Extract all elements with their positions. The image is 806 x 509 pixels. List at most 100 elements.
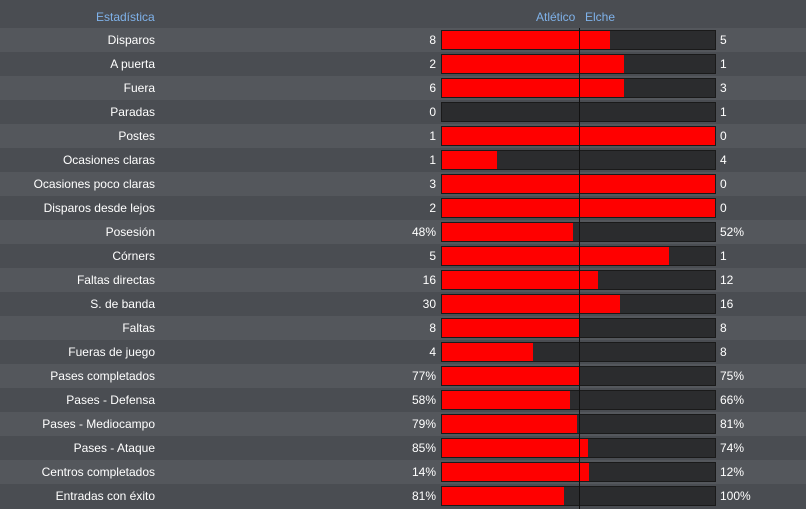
- team2-value: 1: [720, 105, 727, 119]
- stat-row: Pases - Ataque 85% 74%: [0, 436, 806, 460]
- team1-value: 5: [429, 249, 436, 263]
- stat-label: Pases completados: [50, 369, 155, 383]
- stat-label: Centros completados: [41, 465, 155, 479]
- team2-value: 1: [720, 57, 727, 71]
- comparison-bar: [441, 390, 716, 410]
- stat-label: Entradas con éxito: [55, 489, 155, 503]
- team2-value: 0: [720, 177, 727, 191]
- stat-row: Fuera 6 3: [0, 76, 806, 100]
- stat-label: Fueras de juego: [68, 345, 155, 359]
- team1-value: 3: [429, 177, 436, 191]
- team1-value: 1: [429, 129, 436, 143]
- comparison-bar: [441, 150, 716, 170]
- stat-row: Disparos desde lejos 2 0: [0, 196, 806, 220]
- team2-value: 0: [720, 201, 727, 215]
- stat-row: Postes 1 0: [0, 124, 806, 148]
- stat-label: Pases - Mediocampo: [42, 417, 155, 431]
- stat-row: Centros completados 14% 12%: [0, 460, 806, 484]
- comparison-bar: [441, 318, 716, 338]
- team2-value: 16: [720, 297, 734, 311]
- team1-value: 4: [429, 345, 436, 359]
- stat-row: Faltas 8 8: [0, 316, 806, 340]
- stat-label: Postes: [118, 129, 155, 143]
- stat-row: Ocasiones claras 1 4: [0, 148, 806, 172]
- stat-label: A puerta: [110, 57, 155, 71]
- comparison-bar: [441, 30, 716, 50]
- team1-bar-fill: [442, 271, 598, 289]
- stat-label: Pases - Ataque: [73, 441, 155, 455]
- stat-label: Ocasiones claras: [62, 153, 155, 167]
- team1-bar-fill: [442, 391, 570, 409]
- team1-bar-fill: [442, 415, 577, 433]
- team1-value: 16: [422, 273, 436, 287]
- team2-value: 4: [720, 153, 727, 167]
- team1-bar-fill: [442, 199, 715, 217]
- team2-value: 74%: [720, 441, 745, 455]
- team1-bar-fill: [442, 31, 610, 49]
- stat-row: A puerta 2 1: [0, 52, 806, 76]
- stat-row: Pases - Defensa 58% 66%: [0, 388, 806, 412]
- stat-label: Faltas directas: [76, 273, 155, 287]
- comparison-bar: [441, 414, 716, 434]
- stats-header: Estadística Atlético Elche: [0, 4, 806, 28]
- team1-name[interactable]: Atlético: [536, 10, 576, 24]
- team1-bar-fill: [442, 175, 715, 193]
- team2-value: 100%: [720, 489, 751, 503]
- team1-value: 2: [429, 201, 436, 215]
- team2-value: 12: [720, 273, 734, 287]
- stat-row: Paradas 0 1: [0, 100, 806, 124]
- stat-label: Ocasiones poco claras: [33, 177, 155, 191]
- team1-bar-fill: [442, 367, 581, 385]
- stat-label: Pases - Defensa: [66, 393, 155, 407]
- stat-row: Ocasiones poco claras 3 0: [0, 172, 806, 196]
- stat-row: Disparos 8 5: [0, 28, 806, 52]
- comparison-bar: [441, 342, 716, 362]
- team1-value: 30: [422, 297, 436, 311]
- team2-value: 75%: [720, 369, 745, 383]
- team1-value: 58%: [411, 393, 436, 407]
- team1-value: 81%: [411, 489, 436, 503]
- stat-label: Posesión: [105, 225, 155, 239]
- team1-bar-fill: [442, 55, 625, 73]
- comparison-bar: [441, 462, 716, 482]
- stat-column-header[interactable]: Estadística: [96, 10, 155, 24]
- team2-value: 8: [720, 321, 727, 335]
- comparison-bar: [441, 174, 716, 194]
- team1-bar-fill: [442, 295, 620, 313]
- comparison-bar: [441, 222, 716, 242]
- team1-bar-fill: [442, 463, 589, 481]
- comparison-bar: [441, 102, 716, 122]
- comparison-bar: [441, 486, 716, 506]
- team2-value: 3: [720, 81, 727, 95]
- stat-row: Posesión 48% 52%: [0, 220, 806, 244]
- team1-value: 2: [429, 57, 436, 71]
- team1-value: 8: [429, 33, 436, 47]
- comparison-bar: [441, 438, 716, 458]
- stat-label: Fuera: [123, 81, 155, 95]
- team1-value: 77%: [411, 369, 436, 383]
- team1-bar-fill: [442, 487, 565, 505]
- team1-value: 79%: [411, 417, 436, 431]
- stat-label: Córners: [112, 249, 155, 263]
- team1-value: 8: [429, 321, 436, 335]
- stat-row: Fueras de juego 4 8: [0, 340, 806, 364]
- stat-row: Faltas directas 16 12: [0, 268, 806, 292]
- team1-bar-fill: [442, 223, 574, 241]
- comparison-bar: [441, 78, 716, 98]
- team2-value: 12%: [720, 465, 745, 479]
- team2-name[interactable]: Elche: [585, 10, 616, 24]
- team2-value: 66%: [720, 393, 745, 407]
- team1-value: 48%: [411, 225, 436, 239]
- stat-label: Disparos: [107, 33, 155, 47]
- team2-value: 1: [720, 249, 727, 263]
- stat-label: Faltas: [122, 321, 155, 335]
- stat-row: Córners 5 1: [0, 244, 806, 268]
- team2-value: 5: [720, 33, 727, 47]
- team1-value: 14%: [411, 465, 436, 479]
- stat-row: S. de banda 30 16: [0, 292, 806, 316]
- team1-value: 85%: [411, 441, 436, 455]
- stat-label: Paradas: [110, 105, 155, 119]
- comparison-bar: [441, 294, 716, 314]
- stat-label: S. de banda: [90, 297, 155, 311]
- stat-row: Pases - Mediocampo 79% 81%: [0, 412, 806, 436]
